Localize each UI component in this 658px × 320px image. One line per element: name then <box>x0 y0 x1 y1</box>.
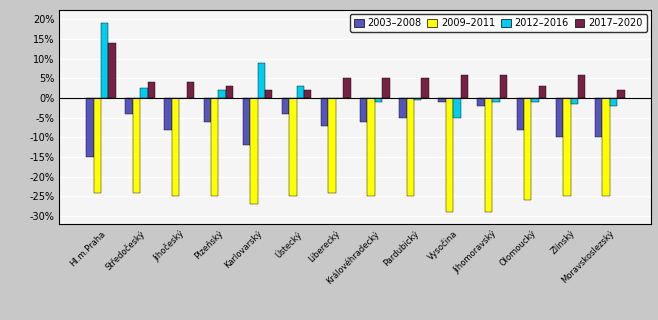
Bar <box>532 98 539 102</box>
Bar <box>617 90 624 98</box>
Bar <box>407 98 414 196</box>
Bar <box>578 75 586 98</box>
Bar <box>445 98 453 212</box>
Bar <box>602 98 609 196</box>
Bar <box>297 86 304 98</box>
Bar <box>343 78 351 98</box>
Bar <box>250 98 257 204</box>
Bar <box>265 90 272 98</box>
Bar <box>243 98 250 145</box>
Bar <box>609 98 617 106</box>
Bar <box>86 98 93 157</box>
Bar <box>517 98 524 130</box>
Bar <box>328 98 336 193</box>
Bar <box>101 23 109 98</box>
Bar <box>414 98 421 100</box>
Bar <box>218 90 226 98</box>
Bar <box>93 98 101 193</box>
Bar <box>555 98 563 138</box>
Bar <box>203 98 211 122</box>
Bar <box>304 90 311 98</box>
Bar <box>438 98 445 102</box>
Bar <box>282 98 290 114</box>
Bar <box>375 98 382 102</box>
Bar <box>133 98 140 193</box>
Bar <box>367 98 375 196</box>
Bar <box>478 98 485 106</box>
Bar <box>399 98 407 118</box>
Bar <box>321 98 328 126</box>
Legend: 2003–2008, 2009–2011, 2012–2016, 2017–2020: 2003–2008, 2009–2011, 2012–2016, 2017–20… <box>350 14 647 32</box>
Bar <box>172 98 179 196</box>
Bar <box>187 82 194 98</box>
Bar <box>290 98 297 196</box>
Bar <box>109 43 116 98</box>
Bar <box>421 78 429 98</box>
Bar <box>226 86 233 98</box>
Bar <box>595 98 602 138</box>
Bar <box>563 98 570 196</box>
Bar <box>492 98 499 102</box>
Bar <box>524 98 532 200</box>
Bar <box>461 75 468 98</box>
Bar <box>211 98 218 196</box>
Bar <box>382 78 390 98</box>
Bar <box>147 82 155 98</box>
Bar <box>485 98 492 212</box>
Bar <box>453 98 461 118</box>
Bar <box>570 98 578 104</box>
Bar <box>164 98 172 130</box>
Bar <box>140 88 147 98</box>
Bar <box>125 98 133 114</box>
Bar <box>360 98 367 122</box>
Bar <box>539 86 546 98</box>
Bar <box>257 63 265 98</box>
Bar <box>499 75 507 98</box>
